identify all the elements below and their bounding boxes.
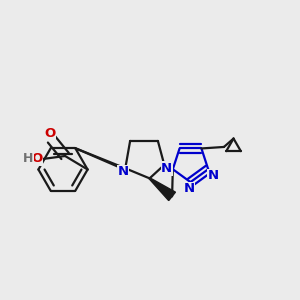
Text: N: N [161, 162, 172, 175]
Text: N: N [117, 165, 128, 178]
Text: H: H [23, 152, 34, 165]
Text: O: O [44, 127, 56, 140]
Polygon shape [149, 178, 176, 201]
Text: N: N [208, 169, 219, 182]
Text: N: N [183, 182, 195, 195]
Text: O: O [32, 152, 43, 165]
